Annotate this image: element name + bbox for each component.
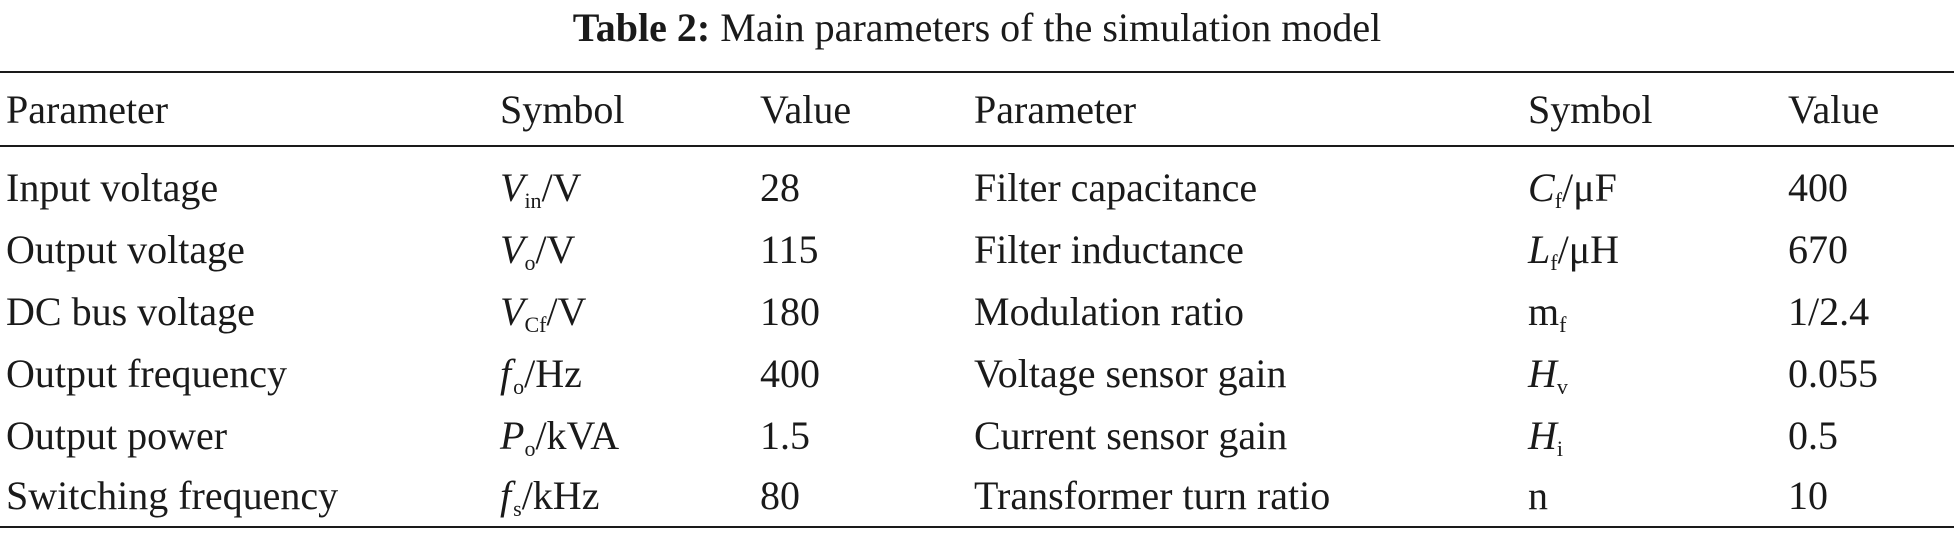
symbol-unit: /μH	[1557, 227, 1620, 272]
symbol-variable: m	[1528, 289, 1560, 334]
symbol-subscript: f	[1554, 188, 1563, 213]
symbol-subscript: f	[1559, 312, 1567, 337]
symbol-subscript: o	[524, 436, 536, 461]
symbol-cell: Vin/V	[500, 157, 582, 219]
table-header-rule	[0, 145, 1954, 147]
value-cell: 0.5	[1788, 413, 1838, 458]
value-cell: 1.5	[760, 413, 810, 458]
value-cell: 180	[760, 289, 820, 334]
header-parameter-left: Parameter	[6, 87, 169, 132]
table-row: Output voltage Vo/V 115 Filter inductanc…	[0, 219, 1954, 281]
value-cell: 10	[1788, 473, 1828, 518]
table-row: Input voltage Vin/V 28 Filter capacitanc…	[0, 157, 1954, 219]
header-value-right: Value	[1788, 87, 1880, 132]
symbol-variable: P	[500, 413, 525, 458]
symbol-unit: /kVA	[535, 413, 620, 458]
symbol-subscript: o	[513, 374, 525, 399]
value-cell: 28	[760, 165, 800, 210]
header-value-left: Value	[760, 87, 852, 132]
parameter-cell: Switching frequency	[6, 473, 339, 518]
symbol-cell: Vo/V	[500, 219, 575, 281]
parameter-cell: Transformer turn ratio	[974, 473, 1331, 518]
symbol-variable: V	[500, 289, 525, 334]
value-cell: 400	[760, 351, 820, 396]
table-header-row: Parameter Symbol Value Parameter Symbol …	[0, 79, 1954, 141]
symbol-subscript: o	[524, 250, 536, 275]
parameter-cell: Filter inductance	[974, 227, 1244, 272]
symbol-unit: /Hz	[524, 351, 582, 396]
symbol-unit: /V	[541, 165, 582, 210]
value-cell: 1/2.4	[1788, 289, 1870, 334]
symbol-cell: Cf/μF	[1528, 157, 1617, 219]
table-caption-label: Table 2:	[572, 5, 711, 50]
symbol-cell: VCf/V	[500, 281, 586, 343]
table-row: DC bus voltage VCf/V 180 Modulation rati…	[0, 281, 1954, 343]
symbol-subscript: Cf	[524, 312, 547, 337]
symbol-unit: /μF	[1562, 165, 1617, 210]
parameter-cell: DC bus voltage	[6, 289, 255, 334]
symbol-subscript: f	[1550, 250, 1558, 275]
table-top-rule	[0, 71, 1954, 73]
value-cell: 400	[1788, 165, 1848, 210]
parameter-cell: Current sensor gain	[974, 413, 1288, 458]
symbol-variable: f	[500, 473, 514, 518]
table-bottom-rule	[0, 526, 1954, 528]
symbol-unit: /kHz	[521, 473, 600, 518]
symbol-subscript: in	[524, 188, 542, 213]
symbol-variable: V	[500, 227, 525, 272]
header-symbol-right: Symbol	[1528, 87, 1653, 132]
symbol-cell: Hv	[1528, 343, 1568, 405]
table-row: Output power Po/kVA 1.5 Current sensor g…	[0, 405, 1954, 467]
symbol-cell: Po/kVA	[500, 405, 619, 467]
symbol-cell: fo/Hz	[500, 343, 582, 405]
parameter-cell: Output power	[6, 413, 228, 458]
value-cell: 670	[1788, 227, 1848, 272]
value-cell: 115	[760, 227, 819, 272]
parameter-cell: Modulation ratio	[974, 289, 1244, 334]
symbol-subscript: i	[1556, 436, 1564, 461]
header-parameter-right: Parameter	[974, 87, 1137, 132]
parameter-cell: Voltage sensor gain	[974, 351, 1287, 396]
header-symbol-left: Symbol	[500, 87, 625, 132]
parameter-cell: Output frequency	[6, 351, 288, 396]
value-cell: 0.055	[1788, 351, 1878, 396]
table-caption-text: Main parameters of the simulation model	[720, 5, 1382, 50]
symbol-variable: H	[1528, 413, 1557, 458]
table-caption: Table 2: Main parameters of the simulati…	[0, 0, 1954, 54]
symbol-unit: /V	[546, 289, 587, 334]
symbol-cell: fs/kHz	[500, 465, 599, 527]
value-cell: 80	[760, 473, 800, 518]
symbol-variable: n	[1528, 473, 1548, 518]
table-row: Switching frequency fs/kHz 80 Transforme…	[0, 465, 1954, 527]
symbol-cell: Hi	[1528, 405, 1563, 467]
symbol-cell: Lf/μH	[1528, 219, 1619, 281]
symbol-cell: mf	[1528, 281, 1566, 343]
symbol-variable: H	[1528, 351, 1557, 396]
table-row: Output frequency fo/Hz 400 Voltage senso…	[0, 343, 1954, 405]
symbol-variable: L	[1528, 227, 1551, 272]
parameter-cell: Output voltage	[6, 227, 245, 272]
symbol-variable: V	[500, 165, 525, 210]
parameter-cell: Filter capacitance	[974, 165, 1258, 210]
symbol-variable: f	[500, 351, 514, 396]
symbol-subscript: s	[513, 496, 522, 521]
symbol-variable: C	[1528, 165, 1555, 210]
parameter-cell: Input voltage	[6, 165, 219, 210]
symbol-unit: /V	[535, 227, 576, 272]
symbol-subscript: v	[1556, 374, 1568, 399]
symbol-cell: n	[1528, 465, 1548, 527]
